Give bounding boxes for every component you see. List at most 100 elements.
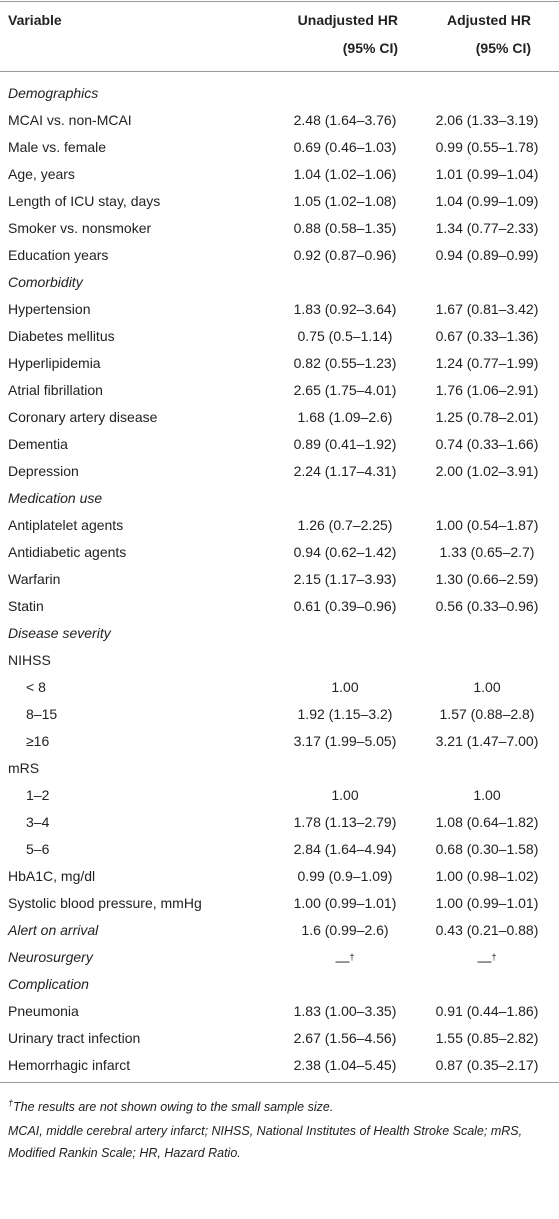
footnote-text: MCAI, middle cerebral artery infarct; NI… <box>8 1124 523 1160</box>
adjusted-cell: 1.34 (0.77–2.33) <box>436 215 539 242</box>
row-label: Complication <box>8 976 89 992</box>
unadjusted-value: 1.92 (1.15–3.2) <box>297 706 393 722</box>
adjusted-cell: 2.00 (1.02–3.91) <box>436 458 539 485</box>
adjusted-value: 2.06 (1.33–3.19) <box>435 112 539 128</box>
adjusted-value: 1.67 (0.81–3.42) <box>435 301 539 317</box>
row-label: NIHSS <box>8 652 51 668</box>
header-adjusted: Adjusted HR <box>447 12 531 28</box>
top-rule <box>0 1 559 2</box>
unadjusted-cell: 2.38 (1.04–5.45) <box>294 1052 397 1079</box>
adjusted-value: 1.76 (1.06–2.91) <box>435 382 539 398</box>
unadjusted-value: 0.94 (0.62–1.42) <box>293 544 397 560</box>
row-label: Warfarin <box>8 571 61 587</box>
adjusted-value: 0.99 (0.55–1.78) <box>435 139 539 155</box>
unadjusted-cell: 0.82 (0.55–1.23) <box>294 350 397 377</box>
adjusted-cell: 0.68 (0.30–1.58) <box>436 836 539 863</box>
adjusted-value: 1.34 (0.77–2.33) <box>435 220 539 236</box>
row-label: Urinary tract infection <box>8 1030 141 1046</box>
adjusted-value: 0.94 (0.89–0.99) <box>435 247 539 263</box>
adjusted-cell: 0.91 (0.44–1.86) <box>436 998 539 1025</box>
unadjusted-value: 2.24 (1.17–4.31) <box>293 463 397 479</box>
unadjusted-cell: 1.6 (0.99–2.6) <box>301 917 388 944</box>
adjusted-value: 0.68 (0.30–1.58) <box>435 841 539 857</box>
row-label: Systolic blood pressure, mmHg <box>8 895 202 911</box>
row-label: Hypertension <box>8 301 91 317</box>
adjusted-cell: 2.06 (1.33–3.19) <box>436 107 539 134</box>
unadjusted-value: 0.61 (0.39–0.96) <box>293 598 397 614</box>
unadjusted-value: 2.67 (1.56–4.56) <box>293 1030 397 1046</box>
unadjusted-cell: 0.75 (0.5–1.14) <box>298 323 393 350</box>
adjusted-value: 0.87 (0.35–2.17) <box>435 1057 539 1073</box>
header-adjusted-ci: (95% CI) <box>475 40 531 56</box>
unadjusted-value: 0.69 (0.46–1.03) <box>293 139 397 155</box>
unadjusted-value: 1.83 (1.00–3.35) <box>293 1003 397 1019</box>
unadjusted-cell: 0.88 (0.58–1.35) <box>294 215 397 242</box>
unadjusted-cell: 2.65 (1.75–4.01) <box>294 377 397 404</box>
header-rule <box>0 71 559 72</box>
row-label: < 8 <box>26 679 46 695</box>
unadjusted-cell: 0.61 (0.39–0.96) <box>294 593 397 620</box>
unadjusted-value: 1.00 (0.99–1.01) <box>293 895 397 911</box>
adjusted-value: — <box>477 952 492 969</box>
adjusted-cell: 0.74 (0.33–1.66) <box>436 431 539 458</box>
adjusted-value: 0.74 (0.33–1.66) <box>435 436 539 452</box>
unadjusted-cell: 2.15 (1.17–3.93) <box>294 566 397 593</box>
row-label: Antidiabetic agents <box>8 544 127 560</box>
unadjusted-value: 1.83 (0.92–3.64) <box>293 301 397 317</box>
footnote-text: The results are not shown owing to the s… <box>13 1100 334 1115</box>
row-label: Hemorrhagic infarct <box>8 1057 131 1073</box>
adjusted-cell: 1.01 (0.99–1.04) <box>436 161 539 188</box>
unadjusted-cell: 0.92 (0.87–0.96) <box>294 242 397 269</box>
adjusted-cell: 3.21 (1.47–7.00) <box>436 728 539 755</box>
row-label: Medication use <box>8 490 103 506</box>
row-label: Male vs. female <box>8 139 107 155</box>
unadjusted-cell: 1.00 <box>331 782 358 809</box>
row-label: Depression <box>8 463 79 479</box>
unadjusted-cell: 0.69 (0.46–1.03) <box>294 134 397 161</box>
footnote: MCAI, middle cerebral artery infarct; NI… <box>8 1120 553 1164</box>
adjusted-cell: 1.67 (0.81–3.42) <box>436 296 539 323</box>
row-label: Dementia <box>8 436 68 452</box>
adjusted-cell: 0.56 (0.33–0.96) <box>436 593 539 620</box>
row-label: 3–4 <box>26 814 50 830</box>
unadjusted-value: 0.82 (0.55–1.23) <box>293 355 397 371</box>
note-mark: † <box>491 952 497 962</box>
row-label: Age, years <box>8 166 75 182</box>
row-label: 1–2 <box>26 787 50 803</box>
header-unadjusted: Unadjusted HR <box>297 12 398 28</box>
row-label: HbA1C, mg/dl <box>8 868 96 884</box>
adjusted-cell: 0.99 (0.55–1.78) <box>436 134 539 161</box>
adjusted-value: 1.00 (0.99–1.01) <box>435 895 539 911</box>
unadjusted-value: — <box>335 952 350 969</box>
adjusted-cell: 1.00 (0.54–1.87) <box>436 512 539 539</box>
adjusted-value: 0.43 (0.21–0.88) <box>435 922 539 938</box>
adjusted-cell: 1.08 (0.64–1.82) <box>436 809 539 836</box>
row-label: Statin <box>8 598 44 614</box>
unadjusted-cell: 2.67 (1.56–4.56) <box>294 1025 397 1052</box>
unadjusted-cell: —† <box>335 944 354 975</box>
adjusted-value: 0.67 (0.33–1.36) <box>435 328 539 344</box>
unadjusted-value: 1.05 (1.02–1.08) <box>293 193 397 209</box>
row-label: Disease severity <box>8 625 111 641</box>
unadjusted-cell: 1.26 (0.7–2.25) <box>298 512 393 539</box>
adjusted-cell: 0.67 (0.33–1.36) <box>436 323 539 350</box>
unadjusted-value: 1.78 (1.13–2.79) <box>293 814 397 830</box>
row-label: Neurosurgery <box>8 949 93 965</box>
adjusted-value: 1.55 (0.85–2.82) <box>435 1030 539 1046</box>
row-label: Length of ICU stay, days <box>8 193 161 209</box>
adjusted-value: 1.30 (0.66–2.59) <box>435 571 539 587</box>
unadjusted-value: 1.6 (0.99–2.6) <box>301 922 389 938</box>
adjusted-cell: 0.43 (0.21–0.88) <box>436 917 539 944</box>
footnote-mark: † <box>8 1098 14 1108</box>
adjusted-value: 1.04 (0.99–1.09) <box>435 193 539 209</box>
row-label: Coronary artery disease <box>8 409 158 425</box>
unadjusted-value: 1.26 (0.7–2.25) <box>297 517 393 533</box>
unadjusted-cell: 2.84 (1.64–4.94) <box>294 836 397 863</box>
row-label: Antiplatelet agents <box>8 517 124 533</box>
row-label: 8–15 <box>26 706 58 722</box>
adjusted-cell: 1.25 (0.78–2.01) <box>436 404 539 431</box>
adjusted-value: 2.00 (1.02–3.91) <box>435 463 539 479</box>
row-label: Education years <box>8 247 109 263</box>
note-mark: † <box>349 952 355 962</box>
unadjusted-cell: 1.92 (1.15–3.2) <box>298 701 393 728</box>
